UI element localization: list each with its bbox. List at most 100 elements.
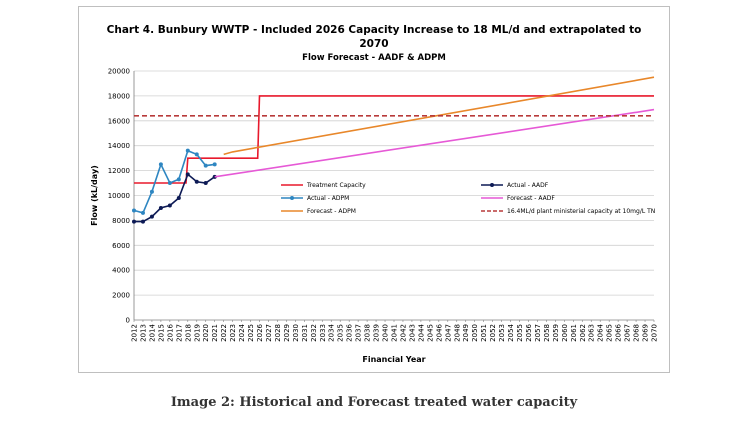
data-point	[149, 214, 154, 219]
x-tick-label: 2069	[642, 324, 650, 342]
data-point	[158, 162, 163, 167]
x-axis-label: Financial Year	[362, 355, 425, 364]
legend-marker	[290, 196, 294, 200]
x-tick-label: 2034	[328, 323, 336, 341]
x-tick-label: 2044	[417, 323, 425, 341]
legend: Treatment Capacity Actual - AADF Actual - …	[281, 182, 655, 215]
y-tick-label: 14000	[108, 142, 130, 150]
y-tick-label: 10000	[108, 192, 130, 200]
x-tick-label: 2051	[480, 324, 488, 342]
legend-entry: Forecast - AADF	[507, 195, 555, 202]
x-tick-label: 2031	[301, 324, 309, 342]
x-tick-label: 2046	[435, 323, 443, 341]
y-tick-label: 16000	[108, 117, 130, 125]
x-tick-label: 2068	[633, 324, 641, 342]
chart-svg: Chart 4. Bunbury WWTP - Included 2026 Ca…	[90, 24, 659, 364]
axes: 0 2000 4000 6000 8000 10000 12000 14000 16000 180…	[108, 68, 659, 342]
x-tick-label: 2059	[552, 324, 560, 342]
x-tick-label: 2052	[489, 324, 497, 342]
y-tick-label: 8000	[112, 217, 130, 225]
data-point	[203, 163, 208, 168]
legend-entry: Actual - AADF	[507, 182, 549, 189]
x-tick-label: 2033	[319, 324, 327, 342]
series-lines	[132, 76, 655, 224]
data-point	[203, 181, 208, 186]
x-tick-label: 2037	[355, 324, 363, 342]
x-tick-label: 2064	[597, 323, 605, 341]
x-tick-label: 2021	[211, 324, 219, 342]
data-point	[185, 148, 190, 153]
x-tick-label: 2015	[157, 324, 165, 342]
x-tick-label: 2016	[166, 323, 174, 341]
x-tick-label: 2029	[283, 324, 291, 342]
x-tick-label: 2070	[651, 324, 659, 342]
x-tick-label: 2014	[148, 323, 156, 341]
x-tick-label: 2048	[453, 324, 461, 342]
series-line	[223, 76, 655, 156]
x-tick-label: 2012	[131, 324, 139, 342]
chart-title-line2: 2070	[359, 38, 388, 50]
data-point	[167, 181, 172, 186]
x-tick-label: 2019	[193, 324, 201, 342]
x-tick-label: 2042	[399, 324, 407, 342]
x-tick-label: 2054	[507, 323, 515, 341]
data-point	[194, 179, 199, 184]
y-tick-label: 2000	[112, 292, 130, 300]
y-tick-label: 18000	[108, 92, 130, 100]
legend-entry: 16.4ML/d plant ministerial capacity at 1…	[507, 208, 655, 215]
data-point	[194, 152, 199, 157]
x-tick-label: 2063	[588, 324, 596, 342]
x-tick-label: 2038	[364, 324, 372, 342]
data-point	[176, 195, 181, 200]
series-line	[134, 95, 654, 184]
x-tick-label: 2065	[606, 324, 614, 342]
x-tick-label: 2026	[256, 323, 264, 341]
data-point	[158, 205, 163, 210]
figure-caption: Image 2: Historical and Forecast treated…	[170, 395, 578, 410]
x-tick-label: 2020	[202, 324, 210, 342]
x-tick-label: 2055	[516, 324, 524, 342]
data-point	[176, 177, 181, 182]
x-tick-label: 2066	[615, 323, 623, 341]
data-point	[132, 219, 136, 224]
x-tick-label: 2028	[274, 324, 282, 342]
x-tick-label: 2027	[265, 324, 273, 342]
x-tick-label: 2049	[462, 324, 470, 342]
x-tick-label: 2035	[337, 324, 345, 342]
x-tick-label: 2061	[570, 324, 578, 342]
data-point	[140, 219, 145, 224]
x-tick-label: 2050	[471, 324, 479, 342]
data-point	[149, 189, 154, 194]
data-point	[167, 203, 172, 208]
y-axis-label: Flow (kL/day)	[90, 165, 99, 226]
x-tick-label: 2057	[534, 324, 542, 342]
x-tick-label: 2047	[444, 324, 452, 342]
x-tick-label: 2041	[391, 324, 399, 342]
data-point	[140, 210, 145, 215]
legend-entry: Treatment Capacity	[306, 182, 366, 189]
chart-title-line1: Chart 4. Bunbury WWTP - Included 2026 Ca…	[107, 24, 642, 36]
x-tick-label: 2060	[561, 324, 569, 342]
x-tick-label: 2067	[624, 324, 632, 342]
x-tick-label: 2013	[139, 324, 147, 342]
legend-entry: Forecast - ADPM	[307, 208, 356, 215]
x-tick-label: 2036	[346, 323, 354, 341]
y-tick-label: 4000	[112, 267, 130, 275]
x-tick-label: 2023	[229, 324, 237, 342]
x-tick-label: 2045	[426, 324, 434, 342]
x-tick-label: 2025	[247, 324, 255, 342]
chart-subtitle: Flow Forecast - AADF & ADPM	[302, 53, 446, 63]
x-tick-label: 2022	[220, 324, 228, 342]
x-tick-label: 2043	[408, 324, 416, 342]
x-tick-label: 2058	[543, 324, 551, 342]
legend-entry: Actual - ADPM	[307, 195, 349, 202]
x-tick-label: 2024	[238, 323, 246, 341]
x-tick-label: 2053	[498, 324, 506, 342]
x-tick-label: 2062	[579, 324, 587, 342]
series-line	[214, 108, 655, 178]
y-tick-label: 20000	[108, 68, 130, 76]
x-tick-label: 2030	[292, 324, 300, 342]
x-tick-label: 2017	[175, 324, 183, 342]
series-line	[134, 172, 216, 223]
y-tick-label: 12000	[108, 167, 130, 175]
